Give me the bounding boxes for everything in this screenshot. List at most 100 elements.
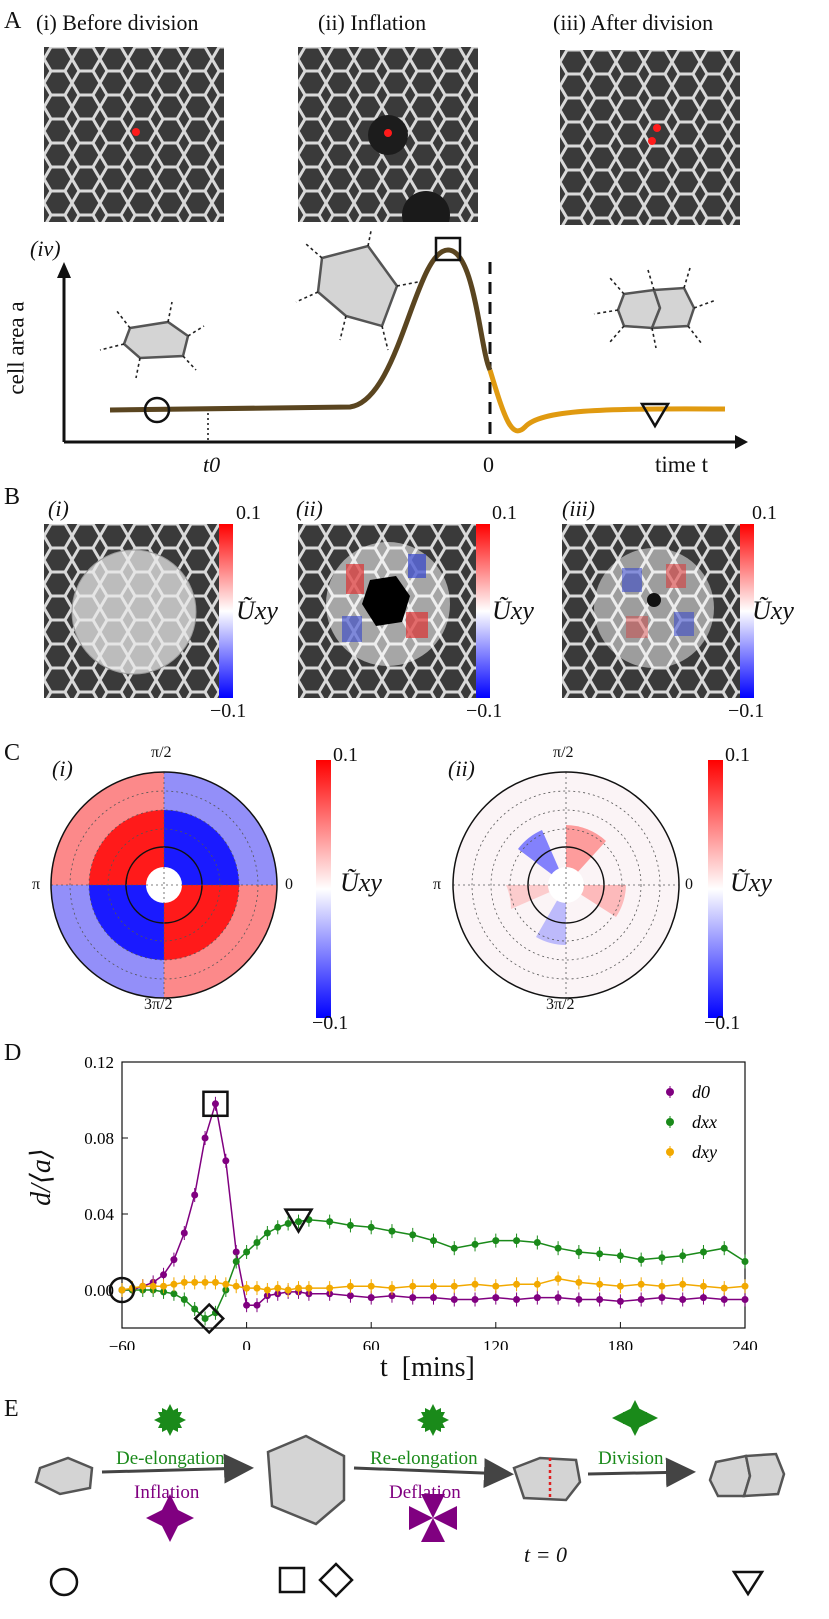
data-point-dxy [533, 1280, 541, 1288]
data-point-d0 [388, 1292, 396, 1300]
b-cb1-symbol: Ũxy [236, 596, 278, 625]
data-point-dxx [263, 1229, 271, 1237]
e-schematic [34, 1400, 786, 1598]
e-t-zero: t = 0 [524, 1542, 567, 1567]
data-point-dxx [243, 1248, 251, 1256]
b-micrograph-iii [562, 524, 740, 698]
data-point-d0 [492, 1294, 500, 1302]
c1-angle-left: π [32, 876, 41, 893]
data-point-dxy [149, 1282, 157, 1290]
x-tick-label: 60 [363, 1337, 380, 1350]
plot-frame [121, 1061, 746, 1329]
data-point-dxy [741, 1282, 749, 1290]
data-point-dxy [118, 1286, 126, 1294]
data-point-dxy [637, 1280, 645, 1288]
series-line-dxy [121, 1277, 746, 1291]
data-point-dxy [305, 1284, 313, 1292]
panel-e-label: E [4, 1396, 19, 1422]
data-point-d0 [513, 1296, 521, 1303]
data-point-d0 [430, 1294, 437, 1302]
data-point-d0 [596, 1296, 604, 1303]
data-point-dxy [139, 1282, 147, 1290]
data-point-d0 [211, 1100, 219, 1108]
data-point-dxy [367, 1282, 375, 1290]
data-point-dxy [180, 1278, 188, 1286]
schematic-tick-zero: 0 [483, 452, 494, 477]
c-cb2-symbol: Ũxy [730, 868, 772, 897]
b-cb1-min: −0.1 [210, 700, 247, 722]
data-point-d0 [160, 1271, 168, 1279]
data-point-dxy [253, 1284, 261, 1292]
series-line-d0 [122, 1103, 745, 1306]
e-re-elongation: Re-elongation [370, 1448, 478, 1469]
panel-b-ii: (ii) [296, 496, 323, 521]
data-point-dxx [658, 1254, 666, 1262]
data-point-dxx [346, 1221, 354, 1229]
c2-angle-bottom: 3π/2 [546, 996, 575, 1013]
data-point-dxy [346, 1282, 354, 1290]
data-point-d0 [699, 1294, 707, 1302]
micrograph-inflation [298, 47, 478, 222]
data-point-dxy [616, 1282, 624, 1290]
data-point-dxx [616, 1252, 624, 1260]
data-point-d0 [471, 1296, 479, 1303]
data-point-dxx [471, 1240, 479, 1248]
data-point-dxy [720, 1284, 728, 1292]
y-tick-label: 0.04 [84, 1205, 114, 1224]
data-point-dxx [492, 1237, 500, 1245]
data-point-dxx [720, 1244, 728, 1252]
data-point-d0 [367, 1294, 375, 1302]
data-point-dxx [180, 1296, 188, 1303]
legend-label-dxy: dxy [692, 1142, 717, 1162]
data-point-dxy [699, 1282, 707, 1290]
panel-c-label: C [4, 740, 21, 766]
b-cb2-symbol: Ũxy [492, 596, 534, 625]
c-cb2-max: 0.1 [725, 744, 750, 766]
c2-angle-right: 0 [685, 876, 693, 893]
data-point-dxy [232, 1282, 240, 1290]
data-point-d0 [170, 1256, 178, 1264]
data-point-d0 [243, 1301, 251, 1309]
c-cb1-symbol: Ũxy [340, 868, 382, 897]
b-cb1-max: 0.1 [236, 502, 261, 524]
y-tick-label: 0.00 [84, 1281, 114, 1300]
data-point-dxy [450, 1282, 458, 1290]
c2-angle-left: π [433, 876, 442, 893]
data-point-dxx [201, 1315, 209, 1322]
data-point-dxx [533, 1239, 541, 1246]
b-cb3-symbol: Ũxy [752, 596, 794, 625]
marker-circle [108, 1276, 136, 1304]
subtitle-before-division: (i) Before division [36, 10, 199, 35]
data-point-dxx [699, 1248, 707, 1256]
data-point-dxy [170, 1280, 178, 1288]
data-point-dxx [284, 1220, 292, 1227]
data-point-dxy [326, 1284, 334, 1292]
subtitle-inflation: (ii) Inflation [318, 10, 427, 35]
data-point-d0 [554, 1294, 562, 1302]
y-tick-label: 0.12 [84, 1053, 114, 1072]
panel-b-i: (i) [48, 496, 69, 521]
c1-angle-top: π/2 [151, 744, 172, 761]
marker-diamond [193, 1302, 225, 1335]
data-point-dxy [222, 1280, 230, 1288]
panel-d-label: D [4, 1040, 22, 1066]
y-tick-label: 0.08 [84, 1129, 114, 1148]
data-point-dxx [430, 1237, 437, 1245]
marker-triangle [283, 1208, 314, 1235]
panel-b-label: B [4, 484, 21, 510]
panel-b-iii: (iii) [562, 496, 595, 521]
c-cb1-min: −0.1 [312, 1012, 349, 1034]
data-point-dxy [274, 1284, 282, 1292]
data-point-d0 [741, 1296, 749, 1303]
x-tick-label: 0 [242, 1337, 251, 1350]
data-point-dxx [409, 1231, 417, 1239]
x-tick-label: −60 [109, 1337, 136, 1350]
marker-square [202, 1090, 229, 1118]
data-point-dxx [679, 1252, 687, 1260]
data-point-d0 [575, 1296, 583, 1303]
c-cb2-min: −0.1 [704, 1012, 741, 1034]
subtitle-after-division: (iii) After division [553, 10, 714, 35]
c-polar-plots [50, 760, 723, 1018]
legend-marker-d0 [666, 1088, 674, 1096]
b-cb2-min: −0.1 [466, 700, 503, 722]
